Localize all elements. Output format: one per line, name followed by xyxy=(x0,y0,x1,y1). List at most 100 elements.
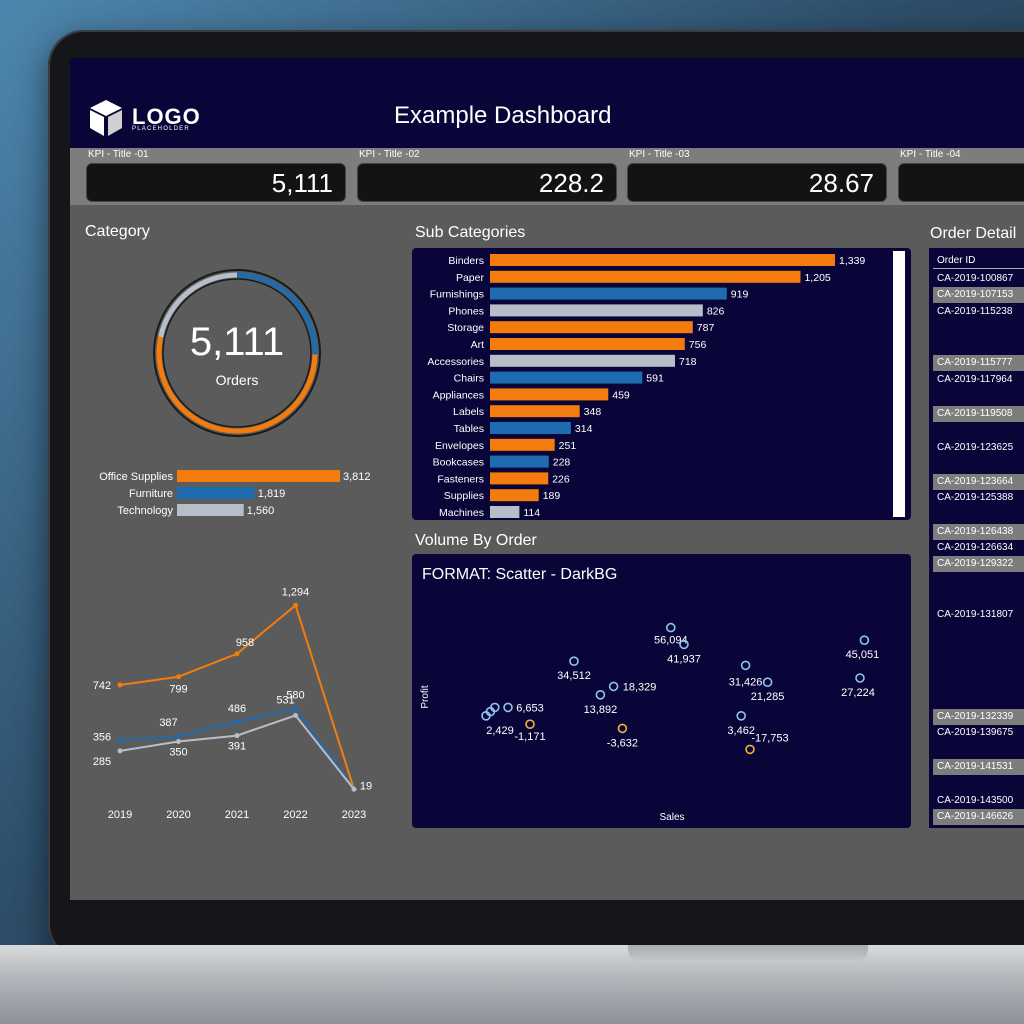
kpi-box xyxy=(898,163,1024,202)
subcategory-label: Bookcases xyxy=(433,457,484,469)
subcategory-label: Furnishings xyxy=(430,289,484,301)
subcategory-value-label: 1,339 xyxy=(839,255,865,267)
table-row[interactable]: CA-2019-123664 xyxy=(933,473,1024,490)
scatter-point xyxy=(736,711,747,721)
donut-outline xyxy=(153,269,321,437)
line-data-label: 1,294 xyxy=(282,586,310,598)
kpi-box: 228.2 xyxy=(357,163,617,202)
line-data-label: 387 xyxy=(159,717,177,729)
category-title: Category xyxy=(85,223,150,240)
scatter-y-label: Profit xyxy=(420,685,431,709)
scatter-label: 56,094 xyxy=(654,635,688,647)
scatter-label: 18,329 xyxy=(623,681,657,693)
scatter-label: -17,753 xyxy=(751,732,788,744)
laptop-base xyxy=(0,945,1024,1024)
orders-donut-chart[interactable]: 5,111 Orders xyxy=(152,268,322,438)
donut-segment-office-supplies xyxy=(156,336,318,434)
subcategory-value-label: 919 xyxy=(731,289,749,301)
line-data-label: 531 xyxy=(276,694,294,706)
table-row[interactable]: CA-2019-129322 xyxy=(933,556,1024,573)
subcategory-label: Accessories xyxy=(427,356,484,368)
table-row[interactable]: CA-2019-126438 xyxy=(933,523,1024,540)
table-row[interactable]: CA-2019-125388 xyxy=(937,491,1014,503)
line-data-label: 958 xyxy=(236,637,254,649)
subcategory-value-label: 189 xyxy=(543,490,561,502)
line-point xyxy=(117,738,123,744)
table-row[interactable]: CA-2019-141531 xyxy=(933,758,1024,775)
scatter-point xyxy=(595,690,606,700)
line-point xyxy=(117,682,123,688)
subcategory-bar xyxy=(490,472,549,485)
table-row[interactable]: CA-2019-119508 xyxy=(933,405,1024,422)
scatter-title: FORMAT: Scatter - DarkBG xyxy=(422,566,618,583)
kpi-box: 5,111 xyxy=(86,163,346,202)
order-id-header[interactable]: Order ID xyxy=(933,255,1024,269)
line-data-label: 285 xyxy=(93,756,111,768)
subcategory-label: Binders xyxy=(448,255,484,267)
kpi-value: 5,111 xyxy=(271,168,333,198)
table-row[interactable]: CA-2019-123625 xyxy=(937,441,1014,453)
line-point xyxy=(351,786,357,792)
subcategory-bar xyxy=(490,287,727,300)
subcategory-value-label: 718 xyxy=(679,356,697,368)
table-row[interactable]: CA-2019-143500 xyxy=(937,794,1014,806)
line-point xyxy=(176,733,181,739)
subcategory-value-label: 114 xyxy=(523,507,540,519)
line-data-label: 356 xyxy=(93,732,111,744)
kpi-label: KPI - Title -04 xyxy=(900,149,961,160)
subcategory-value-label: 348 xyxy=(584,406,602,418)
table-row[interactable]: CA-2019-132339 xyxy=(933,708,1024,725)
line-x-tick: 2021 xyxy=(225,809,249,821)
line-x-tick: 2023 xyxy=(342,809,366,821)
donut-value: 5,111 xyxy=(189,320,285,364)
subcategory-label: Labels xyxy=(453,406,484,418)
scrollbar[interactable] xyxy=(893,251,905,517)
dashboard-header: LOGO PLACEHOLDER Example Dashboard xyxy=(70,58,1024,148)
subcategory-label: Art xyxy=(471,339,485,351)
subcategory-value-label: 1,205 xyxy=(804,272,830,284)
subcategory-label: Machines xyxy=(439,507,484,519)
scatter-point xyxy=(503,702,513,713)
table-row[interactable]: CA-2019-107153 xyxy=(933,287,1024,304)
subcategory-bar xyxy=(490,270,801,283)
line-x-tick: 2022 xyxy=(283,809,307,821)
line-x-tick: 2020 xyxy=(166,809,190,821)
table-row[interactable]: CA-2019-126634 xyxy=(937,542,1014,554)
scatter-label: 41,937 xyxy=(667,653,701,665)
kpi-label: KPI - Title -02 xyxy=(359,149,420,160)
subcategory-value-label: 314 xyxy=(575,423,593,435)
line-point xyxy=(234,719,240,725)
scatter-x-label: Sales xyxy=(659,812,684,823)
scatter-point xyxy=(859,635,870,645)
table-row[interactable]: CA-2019-100867 xyxy=(937,273,1014,285)
table-row[interactable]: CA-2019-115777 xyxy=(933,355,1024,372)
table-row[interactable]: CA-2019-146626 xyxy=(933,809,1024,826)
category-bar xyxy=(177,470,340,482)
table-row[interactable]: CA-2019-131807 xyxy=(937,608,1014,620)
subcategory-bar xyxy=(490,388,609,401)
scatter-label: 21,285 xyxy=(751,691,785,703)
line-point xyxy=(293,712,298,718)
table-row[interactable]: CA-2019-139675 xyxy=(937,726,1014,738)
line-point xyxy=(117,748,123,754)
kpi-strip: KPI - Title -01 5,111 KPI - Title -02 22… xyxy=(70,148,1024,205)
line-series-0 xyxy=(119,603,355,790)
scatter-chart[interactable]: 56,094 41,937 45,051 34,512 31,426 27,224 21,2… xyxy=(412,554,911,828)
subcategory-label: Phones xyxy=(448,305,484,317)
laptop-hinge-notch xyxy=(628,945,868,963)
subcategories-bar-chart[interactable]: Binders 1,339 Paper 1,205 Furnishings 919 Phon… xyxy=(412,248,892,520)
table-row[interactable]: CA-2019-117964 xyxy=(937,373,1013,385)
yearly-line-chart[interactable]: 742 799 958 1,294 19 356 387 486 580 285 350 391 531… xyxy=(88,578,418,828)
scatter-point xyxy=(665,622,676,633)
category-bar-chart[interactable]: Office Supplies 3,812 Furniture 1,819 Techno… xyxy=(88,468,408,524)
scatter-point xyxy=(569,656,579,666)
category-label: Furniture xyxy=(129,488,173,500)
scatter-point xyxy=(679,639,689,650)
subcategory-bar xyxy=(490,506,520,518)
donut-ring xyxy=(153,269,321,437)
subcategory-value-label: 459 xyxy=(612,389,630,401)
subcategories-panel: Binders 1,339 Paper 1,205 Furnishings 919 Phon… xyxy=(412,248,911,520)
table-row[interactable]: CA-2019-115238 xyxy=(937,305,1013,317)
line-point xyxy=(176,674,181,680)
subcategory-value-label: 251 xyxy=(559,440,577,452)
